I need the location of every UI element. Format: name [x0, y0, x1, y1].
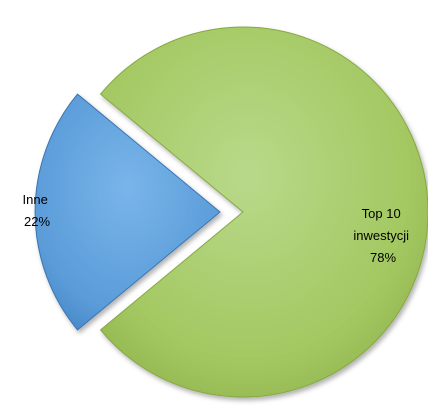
pie-slice-inne	[34, 93, 221, 331]
slice-label-inne-line-1: Inne	[23, 192, 48, 207]
slice-label-top10-line-3: 78%	[370, 250, 396, 265]
slice-label-top10-line-1: Top 10	[362, 206, 401, 221]
slice-label-inne-line-2: 22%	[24, 214, 50, 229]
pie-slice-top10	[99, 26, 428, 398]
slice-label-top10: Top 10 inwestycji 78%	[353, 206, 412, 265]
slice-label-inne: Inne 22%	[23, 192, 52, 229]
slice-label-top10-line-2: inwestycji	[353, 228, 409, 243]
